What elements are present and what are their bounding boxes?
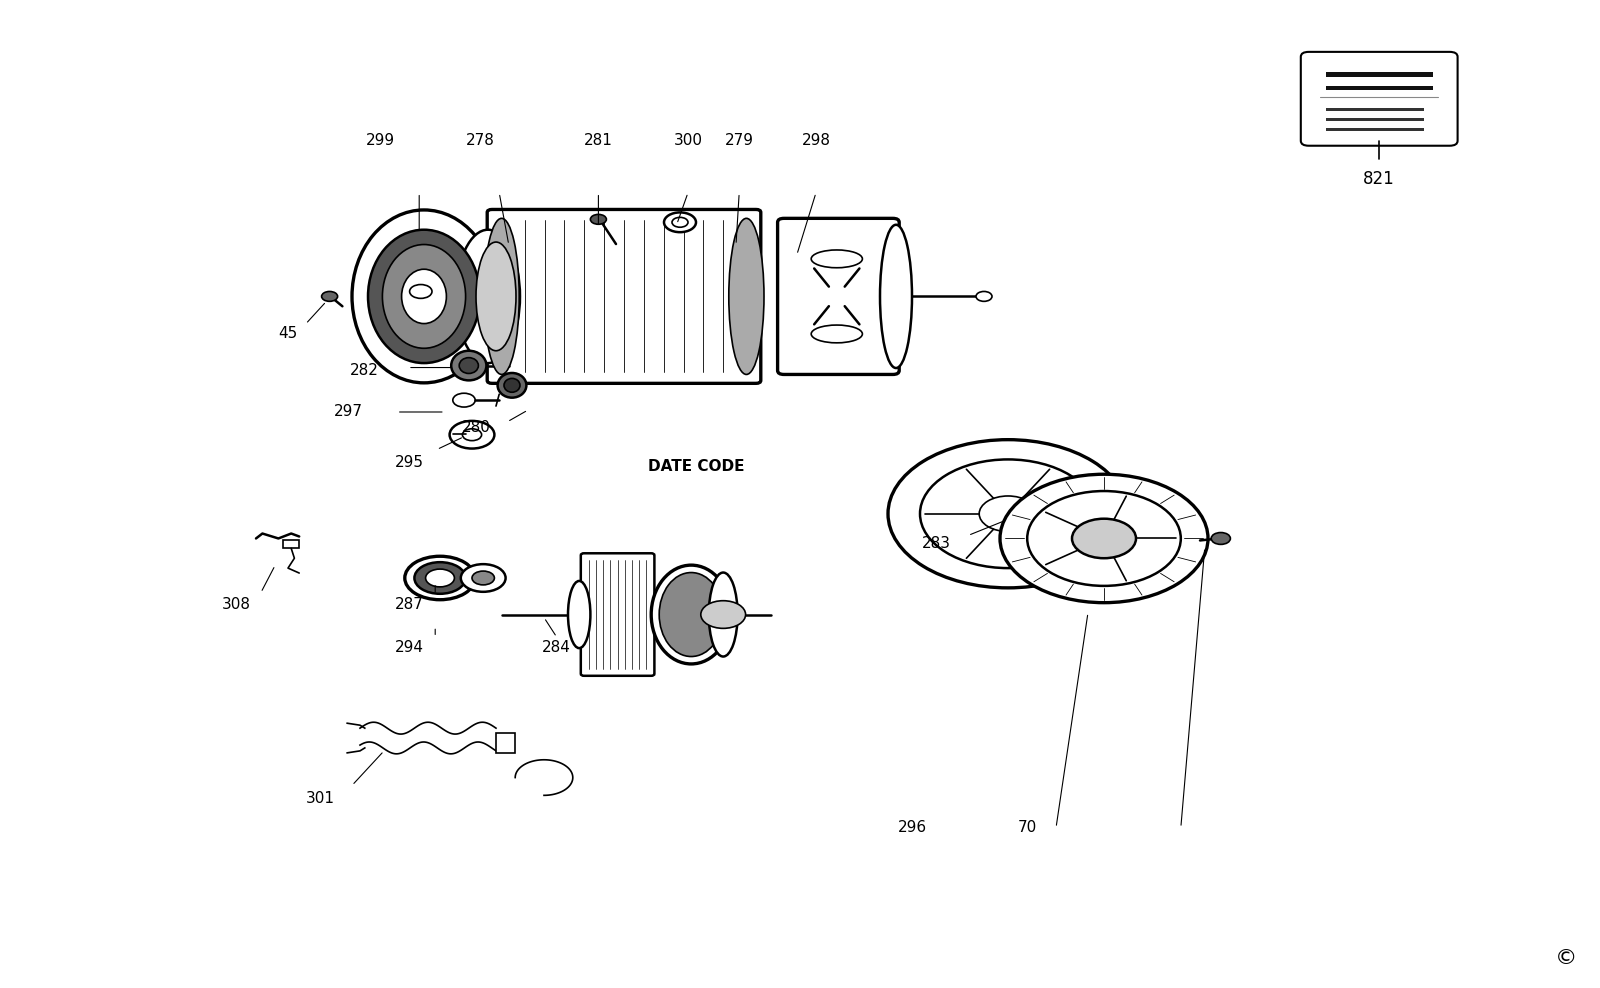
Circle shape	[701, 601, 746, 628]
Text: 284: 284	[542, 639, 571, 655]
Text: 281: 281	[584, 132, 613, 148]
Ellipse shape	[456, 230, 520, 364]
Circle shape	[1000, 474, 1208, 603]
Ellipse shape	[811, 325, 862, 343]
Text: 821: 821	[1363, 170, 1395, 189]
FancyBboxPatch shape	[1301, 52, 1458, 146]
Bar	[1326, 109, 1424, 111]
Text: 283: 283	[922, 535, 950, 551]
Text: 278: 278	[466, 132, 494, 148]
Circle shape	[979, 496, 1037, 532]
Ellipse shape	[352, 210, 496, 383]
Circle shape	[920, 459, 1096, 568]
Text: 297: 297	[334, 404, 363, 420]
Text: 299: 299	[366, 132, 395, 148]
Ellipse shape	[477, 242, 515, 351]
Text: 282: 282	[350, 363, 379, 378]
FancyBboxPatch shape	[486, 209, 762, 383]
Bar	[1326, 128, 1424, 131]
Text: 295: 295	[395, 454, 424, 470]
Text: 45: 45	[278, 326, 298, 342]
Bar	[1326, 72, 1432, 77]
Circle shape	[462, 429, 482, 441]
Ellipse shape	[382, 245, 466, 349]
Bar	[1326, 86, 1432, 91]
Ellipse shape	[659, 573, 723, 657]
Ellipse shape	[459, 358, 478, 373]
Circle shape	[405, 556, 475, 600]
Text: 298: 298	[802, 132, 830, 148]
Circle shape	[426, 569, 454, 587]
Ellipse shape	[498, 373, 526, 398]
Circle shape	[1211, 533, 1230, 544]
Circle shape	[453, 393, 475, 407]
Text: 279: 279	[725, 132, 754, 148]
Bar	[1326, 119, 1424, 122]
Ellipse shape	[568, 581, 590, 648]
Ellipse shape	[483, 218, 518, 374]
Circle shape	[664, 212, 696, 232]
Text: 308: 308	[222, 597, 251, 613]
Text: 301: 301	[306, 790, 334, 806]
Bar	[283, 540, 299, 548]
Ellipse shape	[368, 230, 480, 364]
Bar	[496, 733, 515, 753]
Circle shape	[1072, 519, 1136, 558]
Text: 280: 280	[462, 420, 491, 436]
Ellipse shape	[730, 218, 765, 374]
Ellipse shape	[451, 351, 486, 380]
Text: 296: 296	[898, 820, 926, 836]
Text: 294: 294	[395, 639, 424, 655]
Circle shape	[472, 571, 494, 585]
Circle shape	[976, 291, 992, 301]
Circle shape	[1027, 491, 1181, 586]
Text: 70: 70	[1018, 820, 1037, 836]
Text: 287: 287	[395, 597, 424, 613]
Circle shape	[322, 291, 338, 301]
Circle shape	[450, 421, 494, 449]
Ellipse shape	[504, 378, 520, 392]
Circle shape	[888, 440, 1128, 588]
Circle shape	[410, 285, 432, 298]
Text: ©: ©	[1555, 948, 1578, 968]
Text: 300: 300	[674, 132, 702, 148]
Circle shape	[461, 564, 506, 592]
Ellipse shape	[880, 225, 912, 369]
Ellipse shape	[811, 250, 862, 268]
FancyBboxPatch shape	[581, 553, 654, 676]
Ellipse shape	[402, 270, 446, 324]
Ellipse shape	[651, 565, 731, 664]
Circle shape	[672, 217, 688, 227]
Circle shape	[590, 214, 606, 224]
Ellipse shape	[709, 573, 738, 657]
Circle shape	[414, 562, 466, 594]
Text: DATE CODE: DATE CODE	[648, 458, 744, 474]
FancyBboxPatch shape	[778, 218, 899, 374]
